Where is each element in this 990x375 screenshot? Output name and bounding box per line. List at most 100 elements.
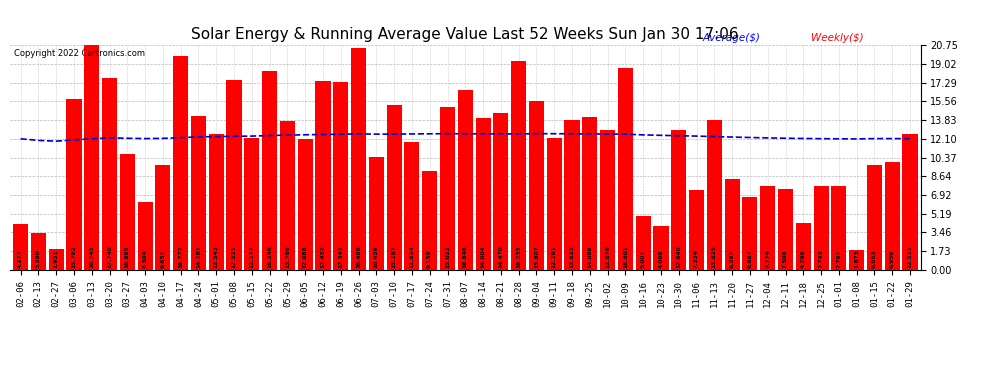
Text: 14.004: 14.004 xyxy=(480,246,485,268)
Text: 17.740: 17.740 xyxy=(107,246,112,268)
Bar xyxy=(102,78,117,270)
Bar xyxy=(832,186,846,270)
Text: 1.931: 1.931 xyxy=(53,250,58,268)
Bar xyxy=(404,142,420,270)
Text: 20.468: 20.468 xyxy=(356,246,361,268)
Text: 7.334: 7.334 xyxy=(694,250,699,268)
Bar xyxy=(546,138,561,270)
Text: 14.470: 14.470 xyxy=(498,246,503,268)
Text: 13.825: 13.825 xyxy=(712,246,717,268)
Text: 12.177: 12.177 xyxy=(249,246,254,268)
Bar xyxy=(582,117,597,270)
Text: 7.506: 7.506 xyxy=(783,250,788,268)
Bar xyxy=(209,134,224,270)
Bar xyxy=(796,224,811,270)
Text: 9.159: 9.159 xyxy=(428,250,433,268)
Bar xyxy=(13,224,28,270)
Bar xyxy=(760,186,775,270)
Text: 19.772: 19.772 xyxy=(178,246,183,268)
Text: 12.940: 12.940 xyxy=(676,246,681,268)
Text: 6.687: 6.687 xyxy=(747,250,752,268)
Text: 12.088: 12.088 xyxy=(303,246,308,268)
Bar xyxy=(689,190,704,270)
Bar xyxy=(493,113,509,270)
Bar xyxy=(867,165,882,270)
Bar xyxy=(636,216,650,270)
Bar xyxy=(885,162,900,270)
Bar xyxy=(778,189,793,270)
Bar xyxy=(511,62,527,270)
Bar xyxy=(814,186,829,270)
Text: 20.745: 20.745 xyxy=(89,246,94,268)
Bar xyxy=(440,107,455,270)
Text: 1.873: 1.873 xyxy=(854,250,859,268)
Bar xyxy=(742,198,757,270)
Text: 18.601: 18.601 xyxy=(623,246,628,268)
Bar xyxy=(903,134,918,270)
Text: 5.001: 5.001 xyxy=(641,250,645,268)
Bar xyxy=(351,48,366,270)
Text: 16.646: 16.646 xyxy=(462,246,468,268)
Bar xyxy=(618,68,633,270)
Text: 14.181: 14.181 xyxy=(196,246,201,268)
Text: 10.695: 10.695 xyxy=(125,246,130,268)
Text: 9.959: 9.959 xyxy=(890,250,895,268)
Bar xyxy=(227,80,242,270)
Text: 12.543: 12.543 xyxy=(214,246,219,268)
Bar xyxy=(849,250,864,270)
Text: 7.774: 7.774 xyxy=(765,250,770,268)
Text: 4.277: 4.277 xyxy=(18,250,23,268)
Text: 18.346: 18.346 xyxy=(267,246,272,268)
Bar xyxy=(529,101,545,270)
Text: 7.743: 7.743 xyxy=(819,250,824,268)
Text: 6.304: 6.304 xyxy=(143,250,148,268)
Text: 3.380: 3.380 xyxy=(36,250,41,268)
Bar xyxy=(707,120,722,270)
Bar xyxy=(84,45,99,270)
Bar xyxy=(120,154,135,270)
Title: Solar Energy & Running Average Value Last 52 Weeks Sun Jan 30 17:06: Solar Energy & Running Average Value Las… xyxy=(191,27,740,42)
Text: 12.191: 12.191 xyxy=(551,246,556,268)
Bar xyxy=(386,105,402,270)
Text: 4.096: 4.096 xyxy=(658,250,663,268)
Bar xyxy=(49,249,63,270)
Bar xyxy=(653,226,668,270)
Bar xyxy=(191,116,206,270)
Text: Average($): Average($) xyxy=(702,33,760,43)
Text: 15.022: 15.022 xyxy=(446,246,450,268)
Bar xyxy=(600,130,615,270)
Text: 15.792: 15.792 xyxy=(71,246,76,268)
Bar xyxy=(66,99,81,270)
Bar xyxy=(564,120,579,270)
Text: 11.814: 11.814 xyxy=(410,246,415,268)
Bar xyxy=(280,121,295,270)
Bar xyxy=(475,118,491,270)
Text: 4.296: 4.296 xyxy=(801,250,806,268)
Bar xyxy=(31,233,46,270)
Text: 13.766: 13.766 xyxy=(285,246,290,268)
Text: Copyright 2022 Cartronics.com: Copyright 2022 Cartronics.com xyxy=(15,50,146,58)
Bar xyxy=(422,171,438,270)
Bar xyxy=(725,179,740,270)
Text: 19.235: 19.235 xyxy=(516,246,521,268)
Text: 8.397: 8.397 xyxy=(730,250,735,268)
Bar xyxy=(316,81,331,270)
Bar xyxy=(138,202,152,270)
Text: 14.069: 14.069 xyxy=(587,246,592,268)
Text: 9.663: 9.663 xyxy=(872,250,877,268)
Bar xyxy=(334,82,348,270)
Bar xyxy=(369,157,384,270)
Bar xyxy=(155,165,170,270)
Text: 13.823: 13.823 xyxy=(569,246,574,268)
Text: 10.459: 10.459 xyxy=(374,246,379,268)
Text: 7.791: 7.791 xyxy=(837,250,842,268)
Bar xyxy=(457,90,473,270)
Text: 17.521: 17.521 xyxy=(232,246,237,268)
Text: 15.607: 15.607 xyxy=(534,246,539,268)
Text: 9.651: 9.651 xyxy=(160,250,165,268)
Text: 17.341: 17.341 xyxy=(339,246,344,268)
Bar xyxy=(173,56,188,270)
Text: 15.187: 15.187 xyxy=(392,246,397,268)
Bar xyxy=(245,138,259,270)
Bar xyxy=(262,71,277,270)
